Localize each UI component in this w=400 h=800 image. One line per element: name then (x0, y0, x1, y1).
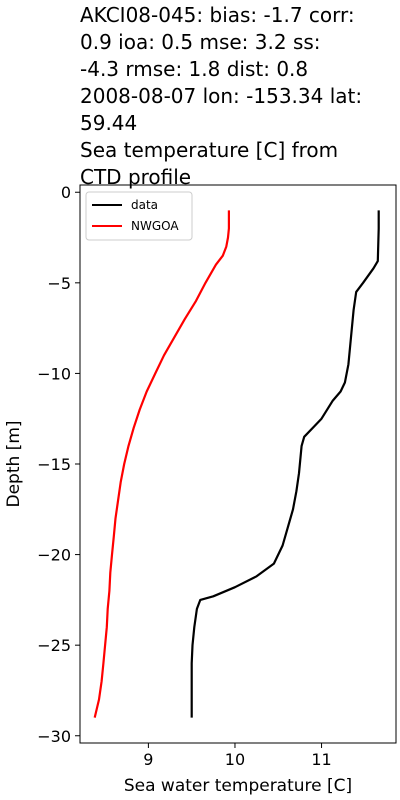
series-line-data (190, 210, 380, 718)
y-axis: 0 −5 −10 −15 −20 −25 −30 (37, 183, 80, 746)
series-layer (93, 210, 380, 718)
y-tick-label: 0 (61, 183, 71, 202)
y-tick-label: −5 (47, 274, 71, 293)
title-line-1: AKCI08-045: bias: -1.7 corr: (80, 3, 355, 27)
plot-frame (79, 184, 397, 744)
x-axis: 9 10 11 (143, 743, 332, 769)
title-line-5: 59.44 (80, 111, 138, 135)
title-line-4: 2008-08-07 lon: -153.34 lat: (80, 84, 363, 108)
legend-label-nwgoa: NWGOA (131, 219, 179, 233)
x-axis-label: Sea water temperature [C] (124, 776, 352, 796)
title-line-2: 0.9 ioa: 0.5 mse: 3.2 ss: (80, 30, 321, 54)
y-tick-label: −10 (37, 364, 71, 383)
x-tick-label: 10 (225, 750, 245, 769)
chart-title: AKCI08-045: bias: -1.7 corr: 0.9 ioa: 0.… (80, 2, 398, 191)
legend: data NWGOA (85, 191, 193, 241)
y-tick-label: −30 (37, 727, 71, 746)
y-tick-label: −25 (37, 636, 71, 655)
title-line-6: Sea temperature [C] from (80, 138, 339, 162)
y-tick-label: −15 (37, 455, 71, 474)
title-line-3: -4.3 rmse: 1.8 dist: 0.8 (80, 57, 309, 81)
x-tick-label: 9 (143, 750, 153, 769)
y-tick-label: −20 (37, 546, 71, 565)
x-tick-label: 11 (311, 750, 331, 769)
legend-label-data: data (131, 198, 158, 212)
y-axis-label: Depth [m] (4, 420, 24, 507)
series-line-nwgoa (93, 210, 230, 718)
